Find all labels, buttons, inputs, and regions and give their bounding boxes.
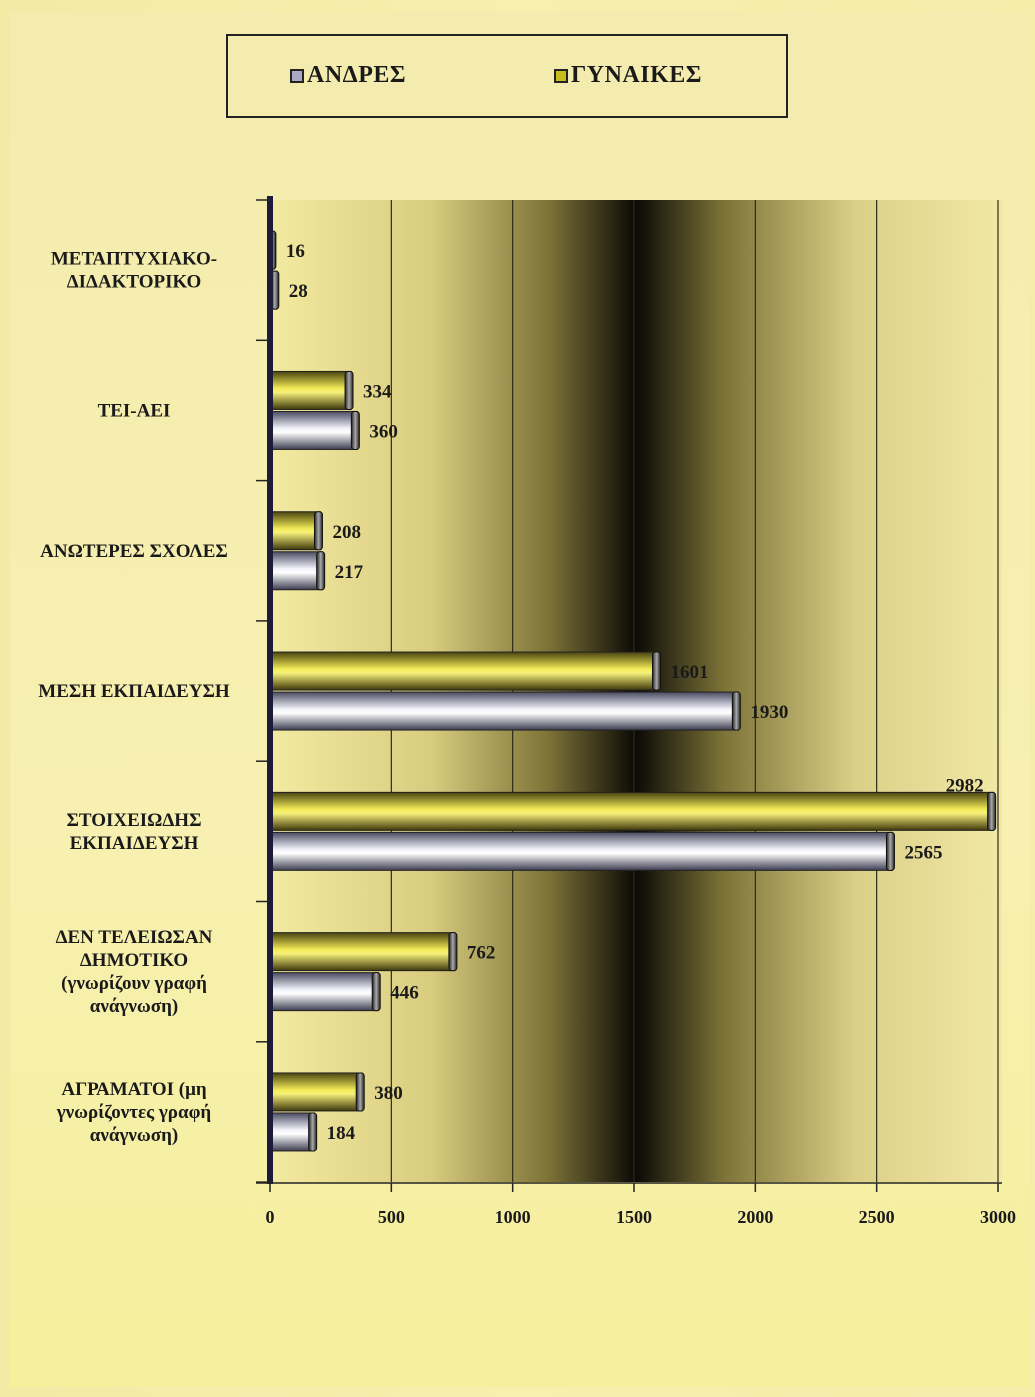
bar-end-cap bbox=[987, 791, 997, 831]
value-label: 334 bbox=[363, 381, 392, 402]
category-label: ΤΕΙ-ΑΕΙ bbox=[98, 400, 171, 421]
x-tick-label: 1500 bbox=[616, 1207, 652, 1227]
bar-end-cap bbox=[350, 410, 360, 450]
bar-men bbox=[269, 1112, 316, 1152]
category-label-line: (γνωρίζουν γραφή bbox=[61, 973, 207, 994]
legend-swatch-women bbox=[554, 68, 568, 83]
plot-area bbox=[270, 200, 1002, 1182]
category-label: ΑΓΡΑΜΑΤΟΙ (μη γνωρίζοντες γραφή ανάγνωση) bbox=[56, 1079, 211, 1146]
x-tick-label: 2000 bbox=[737, 1207, 773, 1227]
gridlines bbox=[390, 200, 999, 1182]
bar-men bbox=[269, 410, 358, 450]
legend-swatch-men bbox=[290, 68, 304, 83]
bar-end-cap bbox=[371, 972, 381, 1012]
value-label: 208 bbox=[332, 522, 361, 543]
bar-end-cap bbox=[885, 831, 895, 871]
value-label: 217 bbox=[335, 562, 364, 583]
legend-item-women: ΓΥΝΑΙΚΕΣ bbox=[554, 62, 702, 89]
bar-women bbox=[269, 511, 321, 551]
value-label: 360 bbox=[369, 421, 398, 442]
category-label-line: ΔΙΔΑΚΤΟΡΙΚΟ bbox=[67, 272, 202, 293]
bar-men bbox=[269, 831, 893, 871]
legend-label-men: ΑΝΔΡΕΣ bbox=[307, 62, 407, 88]
category-label-line: ανάγνωση) bbox=[90, 996, 178, 1017]
x-tick-label: 3000 bbox=[980, 1207, 1016, 1227]
category-label: ΣΤΟΙΧΕΙΩΔΗΣ ΕΚΠΑΙΔΕΥΣΗ bbox=[66, 810, 201, 854]
bar-men bbox=[269, 972, 379, 1012]
bar-end-cap bbox=[344, 370, 354, 410]
category-label-line: ΑΝΩΤΕΡΕΣ ΣΧΟΛΕΣ bbox=[40, 541, 228, 562]
x-tick-label: 1000 bbox=[495, 1207, 531, 1227]
legend-label-women: ΓΥΝΑΙΚΕΣ bbox=[571, 62, 702, 88]
value-label: 16 bbox=[286, 241, 305, 262]
category-label: ΜΕΣΗ ΕΚΠΑΙΔΕΥΣΗ bbox=[38, 681, 230, 702]
bar-men bbox=[269, 551, 324, 591]
x-axis-ticks: 0 500 1000 1500 2000 2500 3000 bbox=[266, 1183, 1016, 1227]
value-label: 1601 bbox=[671, 662, 709, 683]
category-label-line: ΔΕΝ ΤΕΛΕΙΩΣΑΝ bbox=[56, 927, 213, 948]
value-label: 28 bbox=[289, 281, 308, 302]
bar-women bbox=[269, 1072, 363, 1112]
category-label-line: γνωρίζοντες γραφή bbox=[56, 1102, 211, 1123]
category-label-line: ΜΕΤΑΠΤΥΧΙΑΚΟ- bbox=[51, 249, 217, 270]
category-label-line: ΤΕΙ-ΑΕΙ bbox=[98, 400, 171, 421]
bar-end-cap bbox=[731, 691, 741, 731]
bar-women bbox=[269, 370, 352, 410]
value-label: 762 bbox=[467, 943, 496, 964]
bar-women bbox=[269, 651, 660, 691]
category-label-line: ΣΤΟΙΧΕΙΩΔΗΣ bbox=[66, 810, 201, 831]
category-label-line: ΕΚΠΑΙΔΕΥΣΗ bbox=[70, 833, 199, 854]
bar-men bbox=[269, 691, 739, 731]
y-axis-ticks bbox=[256, 199, 270, 1183]
bar-end-cap bbox=[448, 932, 458, 972]
category-label: ΑΝΩΤΕΡΕΣ ΣΧΟΛΕΣ bbox=[40, 541, 228, 562]
x-tick-label: 0 bbox=[266, 1207, 275, 1227]
value-label: 184 bbox=[327, 1123, 356, 1144]
category-label: ΜΕΤΑΠΤΥΧΙΑΚΟ-ΔΙΔΑΚΤΟΡΙΚΟ bbox=[51, 249, 217, 293]
bar-end-cap bbox=[316, 551, 326, 591]
bar-end-cap bbox=[652, 651, 662, 691]
bar-end-cap bbox=[308, 1112, 318, 1152]
category-label-line: ΔΗΜΟΤΙΚΟ bbox=[80, 950, 188, 971]
bars bbox=[267, 230, 997, 1152]
x-tick-label: 500 bbox=[378, 1207, 405, 1227]
value-label: 1930 bbox=[750, 702, 788, 723]
chart-legend: ΑΝΔΡΕΣ ΓΥΝΑΙΚΕΣ bbox=[226, 34, 788, 118]
category-labels: ΜΕΤΑΠΤΥΧΙΑΚΟ-ΔΙΔΑΚΤΟΡΙΚΟ ΤΕΙ-ΑΕΙ ΑΝΩΤΕΡΕΣ … bbox=[38, 249, 230, 1146]
legend-item-men: ΑΝΔΡΕΣ bbox=[290, 62, 406, 89]
category-label-line: ΜΕΣΗ ΕΚΠΑΙΔΕΥΣΗ bbox=[38, 681, 230, 702]
bar-women bbox=[269, 791, 995, 831]
category-label: ΔΕΝ ΤΕΛΕΙΩΣΑΝ ΔΗΜΟΤΙΚΟ (γνωρίζουν γραφή ανά… bbox=[56, 927, 213, 1017]
bar-end-cap bbox=[313, 511, 323, 551]
bar-end-cap bbox=[355, 1072, 365, 1112]
value-label: 446 bbox=[390, 983, 419, 1004]
category-label-line: ανάγνωση) bbox=[90, 1125, 178, 1146]
category-label-line: ΑΓΡΑΜΑΤΟΙ (μη bbox=[61, 1079, 206, 1100]
value-label: 2565 bbox=[904, 842, 942, 863]
value-label: 2982 bbox=[946, 775, 984, 796]
x-tick-label: 2500 bbox=[859, 1207, 895, 1227]
value-label: 380 bbox=[374, 1083, 403, 1104]
value-labels: 16 334 208 1601 2982 762 380 28 360 217 1930 2565 44… bbox=[286, 241, 984, 1144]
bar-women bbox=[269, 932, 456, 972]
